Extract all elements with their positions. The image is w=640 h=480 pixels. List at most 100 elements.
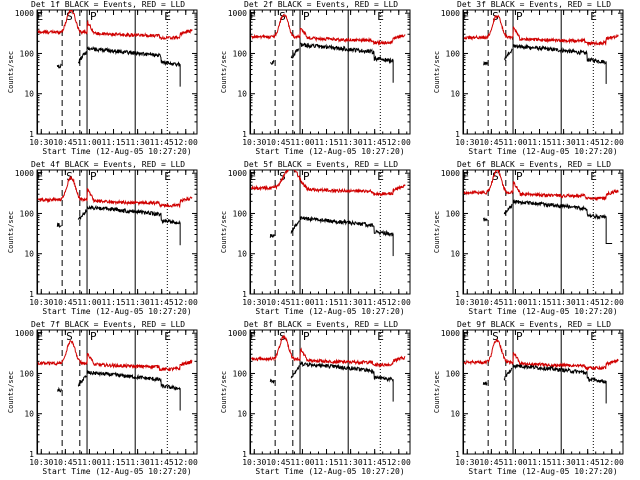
end-marker-letter: E <box>590 10 597 23</box>
end-marker-letter: E <box>590 170 597 183</box>
x-tick-label: 11:45 <box>150 138 174 147</box>
y-tick-label: 100 <box>233 49 248 58</box>
y-tick-label: 1000 <box>441 9 460 18</box>
y-tick-label: 10 <box>24 250 34 259</box>
y-tick-label: 1000 <box>228 9 247 18</box>
x-tick-label: 11:45 <box>576 458 600 467</box>
x-tick-label: 12:00 <box>600 298 624 307</box>
x-tick-label: 11:00 <box>503 298 527 307</box>
x-tick-label: 11:00 <box>77 138 101 147</box>
detector-panel: Det 4f BLACK = Events, RED = LLD 1 10 100 10… <box>7 160 198 316</box>
x-axis-label: Start Time (12-Aug-05 10:27:20) <box>468 307 617 316</box>
events-series-line <box>512 198 607 220</box>
x-tick-label: 11:30 <box>339 458 363 467</box>
lld-series-line <box>37 175 193 209</box>
end-marker-letter: E <box>377 10 384 23</box>
start-marker-letter: E <box>250 330 257 343</box>
detector-panel: Det 2f BLACK = Events, RED = LLD 1 10 100 10… <box>220 0 411 156</box>
x-axis-label: Start Time (12-Aug-05 10:27:20) <box>42 147 191 156</box>
end-marker-letter: E <box>590 330 597 343</box>
x-tick-label: 11:30 <box>126 458 150 467</box>
x-tick-label: 11:30 <box>339 298 363 307</box>
panel-title: Det 3f BLACK = Events, RED = LLD <box>457 0 611 9</box>
x-tick-label: 10:45 <box>266 138 290 147</box>
x-tick-label: 11:45 <box>363 298 387 307</box>
x-axis-label: Start Time (12-Aug-05 10:27:20) <box>255 147 404 156</box>
y-tick-label: 100 <box>446 209 461 218</box>
x-tick-label: 10:30 <box>455 298 479 307</box>
y-tick-label: 1000 <box>15 9 34 18</box>
peak-marker-letter: P <box>90 10 97 23</box>
y-tick-label: 100 <box>446 369 461 378</box>
y-tick-label: 1000 <box>15 329 34 338</box>
events-series-line <box>482 217 488 222</box>
events-series-line <box>269 233 275 238</box>
events-series-line <box>299 360 394 383</box>
x-tick-label: 10:30 <box>242 298 266 307</box>
saa-marker-letter: S <box>279 170 286 183</box>
saa-marker-letter: S <box>492 330 499 343</box>
x-axis-label: Start Time (12-Aug-05 10:27:20) <box>42 467 191 476</box>
events-series-line <box>299 215 394 237</box>
x-tick-label: 12:00 <box>174 138 198 147</box>
panel-title: Det 4f BLACK = Events, RED = LLD <box>31 160 185 169</box>
y-tick-label: 1 <box>242 290 247 299</box>
y-tick-label: 1 <box>29 450 34 459</box>
y-axis-label: Counts/sec <box>433 51 441 93</box>
peak-marker-letter: P <box>90 330 97 343</box>
events-series-line <box>77 375 87 388</box>
y-tick-label: 10 <box>237 90 247 99</box>
peak-marker-letter: P <box>303 170 310 183</box>
saa-marker-letter: S <box>66 330 73 343</box>
x-tick-label: 12:00 <box>600 458 624 467</box>
plot-frame <box>36 9 198 135</box>
y-axis-label: Counts/sec <box>433 211 441 253</box>
x-tick-label: 10:45 <box>479 138 503 147</box>
x-tick-label: 11:45 <box>363 458 387 467</box>
plot-frame <box>462 169 624 295</box>
events-series-line <box>77 51 87 65</box>
plot-frame <box>36 329 198 455</box>
y-tick-label: 100 <box>20 369 35 378</box>
x-tick-label: 11:15 <box>314 298 338 307</box>
panel-title: Det 5f BLACK = Events, RED = LLD <box>244 160 398 169</box>
panel-title: Det 8f BLACK = Events, RED = LLD <box>244 320 398 329</box>
end-marker-letter: E <box>377 170 384 183</box>
panel-title: Det 7f BLACK = Events, RED = LLD <box>31 320 185 329</box>
events-series-line <box>512 43 607 65</box>
lld-series-line <box>250 334 406 368</box>
peak-marker-letter: P <box>303 330 310 343</box>
y-tick-label: 1000 <box>15 169 34 178</box>
events-series-line <box>290 220 300 234</box>
end-marker-letter: E <box>164 10 171 23</box>
x-tick-label: 11:45 <box>576 138 600 147</box>
detector-panel: Det 5f BLACK = Events, RED = LLD 1 10 100 10… <box>220 160 411 316</box>
detector-panel: Det 1f BLACK = Events, RED = LLD 1 10 100 10… <box>7 0 198 156</box>
x-tick-label: 11:15 <box>101 298 125 307</box>
x-tick-label: 11:30 <box>552 458 576 467</box>
x-tick-label: 11:15 <box>527 458 551 467</box>
plot-frame <box>249 169 411 295</box>
y-tick-label: 10 <box>237 410 247 419</box>
x-tick-label: 11:30 <box>552 298 576 307</box>
events-series-line <box>56 222 62 228</box>
plot-frame <box>36 169 198 295</box>
y-tick-label: 1000 <box>441 329 460 338</box>
x-axis-label: Start Time (12-Aug-05 10:27:20) <box>255 307 404 316</box>
y-tick-label: 10 <box>450 90 460 99</box>
x-tick-label: 10:45 <box>479 298 503 307</box>
x-tick-label: 12:00 <box>387 138 411 147</box>
events-series-line <box>503 203 513 215</box>
x-tick-label: 12:00 <box>174 298 198 307</box>
lld-series-line <box>250 13 406 46</box>
y-tick-label: 1 <box>455 450 460 459</box>
x-tick-label: 11:15 <box>101 138 125 147</box>
y-tick-label: 100 <box>233 369 248 378</box>
events-series-line <box>86 369 181 391</box>
saa-marker-letter: S <box>66 170 73 183</box>
events-series-line <box>86 45 181 68</box>
x-tick-label: 11:00 <box>290 298 314 307</box>
x-tick-label: 10:30 <box>29 458 53 467</box>
y-axis-label: Counts/sec <box>7 51 15 93</box>
